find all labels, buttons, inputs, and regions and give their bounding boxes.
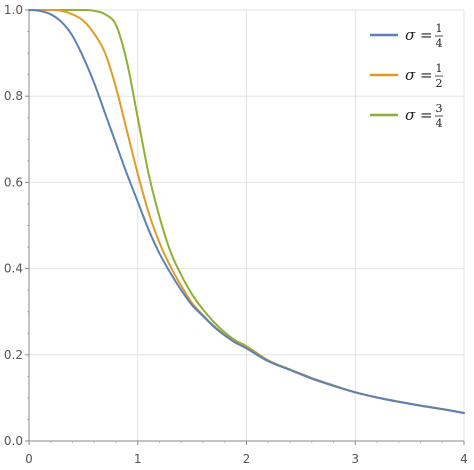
legend-denominator-1: 2 xyxy=(436,77,443,90)
legend-equals-1: = xyxy=(420,66,433,84)
tick-labels: 0 1 2 3 4 0.0 0.2 0.4 0.6 0.8 1.0 xyxy=(4,3,468,466)
legend: σ = 14σ = 12σ = 34 xyxy=(370,22,443,130)
legend-denominator-0: 4 xyxy=(436,37,443,50)
legend-equals-2: = xyxy=(420,106,433,124)
y-tick-label-1: 0.2 xyxy=(4,348,23,362)
legend-numerator-0: 1 xyxy=(436,22,443,35)
legend-symbol-2: σ xyxy=(405,106,416,124)
x-tick-label-0: 0 xyxy=(25,452,33,466)
legend-numerator-1: 1 xyxy=(436,62,443,75)
y-tick-label-4: 0.8 xyxy=(4,89,23,103)
x-tick-label-2: 2 xyxy=(243,452,251,466)
legend-entry-0: σ = 1 4 xyxy=(370,22,443,50)
y-tick-label-5: 1.0 xyxy=(4,3,23,17)
legend-symbol-0: σ xyxy=(405,26,416,44)
legend-symbol-1: σ xyxy=(405,66,416,84)
legend-equals-0: = xyxy=(420,26,433,44)
x-tick-label-3: 3 xyxy=(351,452,359,466)
legend-numerator-2: 3 xyxy=(436,102,443,115)
series-line-0 xyxy=(28,9,465,414)
legend-entry-2: σ = 3 4 xyxy=(370,102,443,130)
y-tick-label-3: 0.6 xyxy=(4,175,23,189)
x-tick-label-1: 1 xyxy=(134,452,142,466)
legend-entry-1: σ = 1 2 xyxy=(370,62,443,90)
legend-denominator-2: 4 xyxy=(436,117,443,130)
series-lines xyxy=(28,8,465,414)
x-tick-label-4: 4 xyxy=(460,452,468,466)
grid-lines xyxy=(29,9,465,441)
y-tick-label-0: 0.0 xyxy=(4,434,23,448)
y-tick-label-2: 0.4 xyxy=(4,262,23,276)
